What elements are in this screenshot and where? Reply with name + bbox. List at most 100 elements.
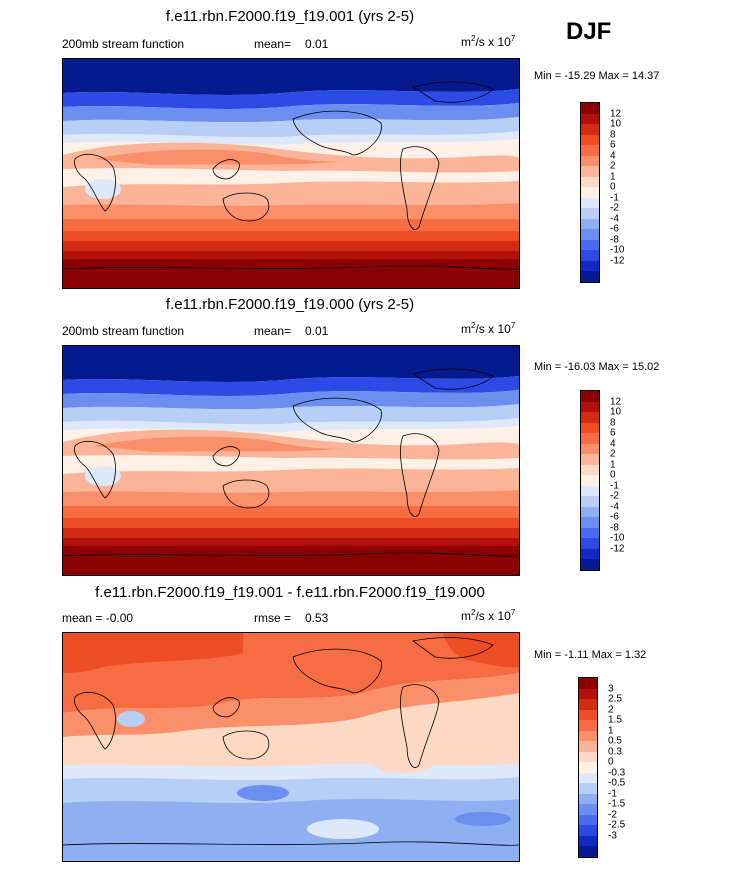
colorbar-swatch xyxy=(581,401,599,413)
colorbar-swatch xyxy=(581,103,599,114)
colorbar-tick-label: -10 xyxy=(610,532,625,544)
colorbar-swatch xyxy=(581,197,599,209)
colorbar-swatch xyxy=(579,751,597,763)
colorbar xyxy=(578,677,598,858)
colorbar-tick-label: -2 xyxy=(610,202,619,214)
colorbar-tick-label: -4 xyxy=(610,213,619,225)
colorbar-tick-label: -2 xyxy=(610,490,619,502)
colorbar-tick-label: -1.5 xyxy=(608,798,626,810)
stat-value: 0.01 xyxy=(305,37,329,51)
colorbar-tick-label: 4 xyxy=(610,438,616,450)
colorbar-swatch xyxy=(581,145,599,156)
units-label: m2/s x 107 xyxy=(461,321,516,336)
colorbar-swatch xyxy=(581,559,599,570)
colorbar-swatch xyxy=(579,825,597,836)
colorbar-tick-label: -1 xyxy=(610,480,619,492)
colorbar-swatch xyxy=(581,496,599,507)
colorbar-swatch xyxy=(581,218,599,230)
stat-value: 0.53 xyxy=(305,611,329,625)
colorbar-swatch xyxy=(579,678,597,689)
colorbar-swatch xyxy=(579,762,597,773)
stat-label: mean= xyxy=(254,324,292,338)
colorbar-tick-label: -10 xyxy=(610,244,625,256)
colorbar-swatch xyxy=(579,804,597,815)
colorbar-swatch xyxy=(581,229,599,240)
stat-label: rmse = xyxy=(254,611,292,625)
colorbar-swatch xyxy=(579,814,597,826)
colorbar-tick-label: -1 xyxy=(610,192,619,204)
colorbar-swatch xyxy=(581,422,599,434)
stat-mean-label: mean = -0.00 xyxy=(62,611,134,625)
colorbar-tick-label: 2 xyxy=(608,704,614,716)
colorbar-swatch xyxy=(579,846,597,857)
colorbar-tick-label: -2 xyxy=(608,809,617,821)
colorbar-tick-label: -8 xyxy=(610,522,619,534)
colorbar-swatch xyxy=(581,548,599,560)
stream-function-map xyxy=(62,58,520,289)
colorbar-tick-label: 0 xyxy=(610,181,616,193)
colorbar-swatch xyxy=(581,517,599,528)
colorbar-swatch xyxy=(581,187,599,198)
colorbar-tick-label: 2.5 xyxy=(608,693,622,705)
colorbar-swatch xyxy=(579,730,597,742)
colorbar-swatch xyxy=(581,239,599,251)
colorbar-swatch xyxy=(581,176,599,188)
colorbar-tick-label: 0 xyxy=(608,756,614,768)
colorbar-swatch xyxy=(581,250,599,261)
colorbar-tick-label: -6 xyxy=(610,223,619,235)
season-label: DJF xyxy=(566,18,612,45)
colorbar-swatch xyxy=(579,699,597,710)
colorbar-tick-label: 1.5 xyxy=(608,714,622,726)
colorbar-tick-label: 0 xyxy=(610,469,616,481)
colorbar-tick-label: -2.5 xyxy=(608,819,626,831)
colorbar-tick-label: 8 xyxy=(610,129,616,141)
colorbar-tick-label: -6 xyxy=(610,511,619,523)
colorbar-swatch xyxy=(581,527,599,539)
colorbar-swatch xyxy=(581,475,599,486)
colorbar-swatch xyxy=(581,134,599,146)
stream-function-map xyxy=(62,345,520,576)
colorbar-swatch xyxy=(581,124,599,135)
colorbar-tick-label: -4 xyxy=(610,501,619,513)
colorbar-tick-label: -1 xyxy=(608,788,617,800)
colorbar-swatch xyxy=(581,454,599,465)
min-max-label: Min = -1.11 Max = 1.32 xyxy=(534,649,647,661)
colorbar-swatch xyxy=(579,741,597,752)
colorbar-tick-label: -12 xyxy=(610,255,625,267)
colorbar-swatch xyxy=(579,688,597,700)
colorbar-swatch xyxy=(581,260,599,272)
colorbar-swatch xyxy=(581,443,599,455)
colorbar-swatch xyxy=(581,155,599,167)
difference-map xyxy=(62,632,520,862)
colorbar-tick-label: 0.3 xyxy=(608,746,622,758)
min-max-label: Min = -16.03 Max = 15.02 xyxy=(534,361,660,373)
colorbar-tick-label: 1 xyxy=(610,459,616,471)
colorbar-tick-label: 4 xyxy=(610,150,616,162)
stat-label: mean= xyxy=(254,37,292,51)
colorbar-swatch xyxy=(581,166,599,177)
min-max-label: Min = -15.29 Max = 14.37 xyxy=(534,70,660,82)
units-label: m2/s x 107 xyxy=(461,608,516,623)
colorbar-tick-label: 10 xyxy=(610,118,622,130)
colorbar-swatch xyxy=(581,433,599,444)
colorbar-swatch xyxy=(579,793,597,805)
panel-title: f.e11.rbn.F2000.f19_f19.001 - f.e11.rbn.… xyxy=(95,584,485,601)
colorbar-tick-label: 12 xyxy=(610,396,622,408)
colorbar-swatch xyxy=(579,783,597,794)
colorbar-tick-label: 8 xyxy=(610,417,616,429)
stat-value: 0.01 xyxy=(305,324,329,338)
colorbar-tick-label: 0.5 xyxy=(608,735,622,747)
field-label: 200mb stream function xyxy=(62,324,185,338)
colorbar-tick-label: 12 xyxy=(610,108,622,120)
colorbar-tick-label: -3 xyxy=(608,830,617,842)
units-label: m2/s x 107 xyxy=(461,34,516,49)
colorbar-tick-label: -0.3 xyxy=(608,767,626,779)
colorbar-tick-label: -0.5 xyxy=(608,777,626,789)
colorbar-swatch xyxy=(581,412,599,423)
colorbar-tick-label: -12 xyxy=(610,543,625,555)
colorbar-tick-label: 2 xyxy=(610,160,616,172)
colorbar-swatch xyxy=(581,464,599,476)
colorbar-swatch xyxy=(579,772,597,784)
colorbar-swatch xyxy=(581,113,599,125)
colorbar-tick-label: 10 xyxy=(610,406,622,418)
